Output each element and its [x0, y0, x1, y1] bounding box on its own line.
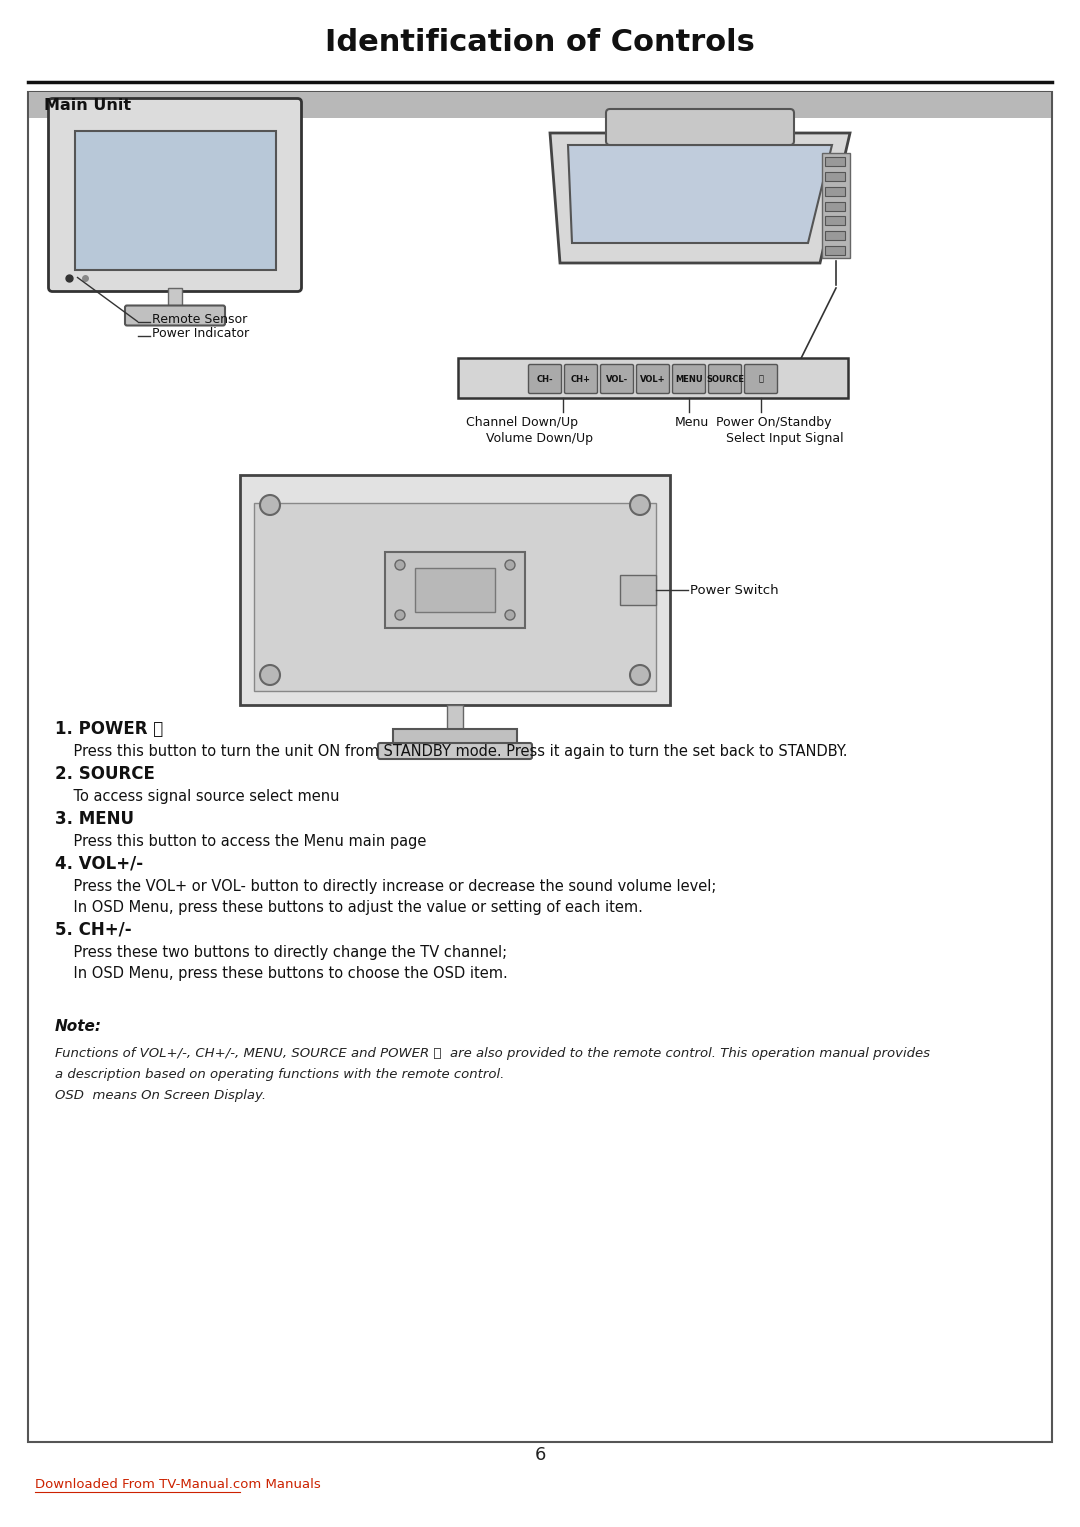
Text: Press this button to access the Menu main page: Press this button to access the Menu mai…: [55, 834, 427, 849]
Circle shape: [395, 609, 405, 620]
Text: Power Switch: Power Switch: [690, 583, 779, 597]
Circle shape: [505, 560, 515, 570]
FancyBboxPatch shape: [600, 365, 634, 394]
Bar: [240, 475, 670, 705]
Text: ⏻: ⏻: [758, 374, 764, 383]
Circle shape: [630, 664, 650, 686]
Text: CH-: CH-: [537, 374, 553, 383]
Bar: [822, 153, 850, 258]
FancyBboxPatch shape: [708, 365, 742, 394]
Text: In OSD Menu, press these buttons to choose the OSD item.: In OSD Menu, press these buttons to choo…: [55, 967, 508, 980]
Bar: [254, 502, 656, 692]
Text: Note:: Note:: [55, 1019, 102, 1034]
FancyBboxPatch shape: [565, 365, 597, 394]
Text: a description based on operating functions with the remote control.: a description based on operating functio…: [55, 1067, 504, 1081]
Text: OSD  means On Screen Display.: OSD means On Screen Display.: [55, 1089, 266, 1102]
Circle shape: [260, 495, 280, 515]
Text: 4. VOL+/-: 4. VOL+/-: [55, 855, 144, 873]
Text: CH+: CH+: [571, 374, 591, 383]
Text: Press this button to turn the unit ON from STANDBY mode. Press it again to turn : Press this button to turn the unit ON fr…: [55, 744, 848, 759]
Text: Select Input Signal: Select Input Signal: [726, 432, 843, 444]
Text: Press the VOL+ or VOL- button to directly increase or decrease the sound volume : Press the VOL+ or VOL- button to directl…: [55, 880, 716, 893]
Bar: [415, 568, 495, 612]
Text: 1. POWER ⏻: 1. POWER ⏻: [55, 721, 163, 738]
Text: VOL-: VOL-: [606, 374, 629, 383]
Text: SOURCE: SOURCE: [706, 374, 744, 383]
Circle shape: [630, 495, 650, 515]
Bar: [75, 130, 275, 269]
FancyBboxPatch shape: [49, 99, 301, 292]
FancyBboxPatch shape: [125, 305, 225, 325]
Text: In OSD Menu, press these buttons to adjust the value or setting of each item.: In OSD Menu, press these buttons to adju…: [55, 899, 643, 915]
Text: MENU: MENU: [675, 374, 703, 383]
Text: Power On/Standby: Power On/Standby: [716, 415, 832, 429]
Polygon shape: [550, 133, 850, 263]
Bar: [825, 157, 845, 166]
Text: 3. MENU: 3. MENU: [55, 809, 134, 828]
Bar: [825, 173, 845, 180]
FancyBboxPatch shape: [744, 365, 778, 394]
Text: VOL+: VOL+: [640, 374, 665, 383]
Bar: [620, 576, 656, 605]
Text: 2. SOURCE: 2. SOURCE: [55, 765, 154, 783]
Text: Identification of Controls: Identification of Controls: [325, 27, 755, 56]
Text: Menu: Menu: [675, 415, 710, 429]
FancyBboxPatch shape: [378, 744, 532, 759]
Text: To access signal source select menu: To access signal source select menu: [55, 789, 339, 805]
Text: 5. CH+/-: 5. CH+/-: [55, 921, 132, 939]
FancyBboxPatch shape: [528, 365, 562, 394]
Bar: [825, 202, 845, 211]
Bar: [825, 186, 845, 195]
Text: Volume Down/Up: Volume Down/Up: [486, 432, 593, 444]
Circle shape: [505, 609, 515, 620]
Bar: [825, 231, 845, 240]
Text: Remote Sensor: Remote Sensor: [152, 313, 247, 325]
Bar: [168, 287, 183, 307]
FancyBboxPatch shape: [673, 365, 705, 394]
Bar: [29, 92, 1051, 118]
Text: Press these two buttons to directly change the TV channel;: Press these two buttons to directly chan…: [55, 945, 508, 960]
Bar: [825, 217, 845, 226]
Bar: [393, 728, 517, 745]
Text: Channel Down/Up: Channel Down/Up: [465, 415, 578, 429]
Text: 6: 6: [535, 1446, 545, 1464]
Bar: [458, 357, 848, 399]
FancyBboxPatch shape: [636, 365, 670, 394]
Bar: [28, 92, 1052, 1441]
Text: Main Unit: Main Unit: [44, 98, 131, 113]
Circle shape: [260, 664, 280, 686]
Bar: [447, 705, 463, 728]
FancyBboxPatch shape: [606, 108, 794, 145]
Text: Power Indicator: Power Indicator: [152, 327, 249, 341]
Text: Downloaded From TV-Manual.com Manuals: Downloaded From TV-Manual.com Manuals: [35, 1478, 321, 1492]
Circle shape: [395, 560, 405, 570]
Polygon shape: [568, 145, 832, 243]
Bar: [825, 246, 845, 255]
Text: Functions of VOL+/-, CH+/-, MENU, SOURCE and POWER ⏻  are also provided to the r: Functions of VOL+/-, CH+/-, MENU, SOURCE…: [55, 1048, 930, 1060]
Bar: [384, 551, 525, 628]
